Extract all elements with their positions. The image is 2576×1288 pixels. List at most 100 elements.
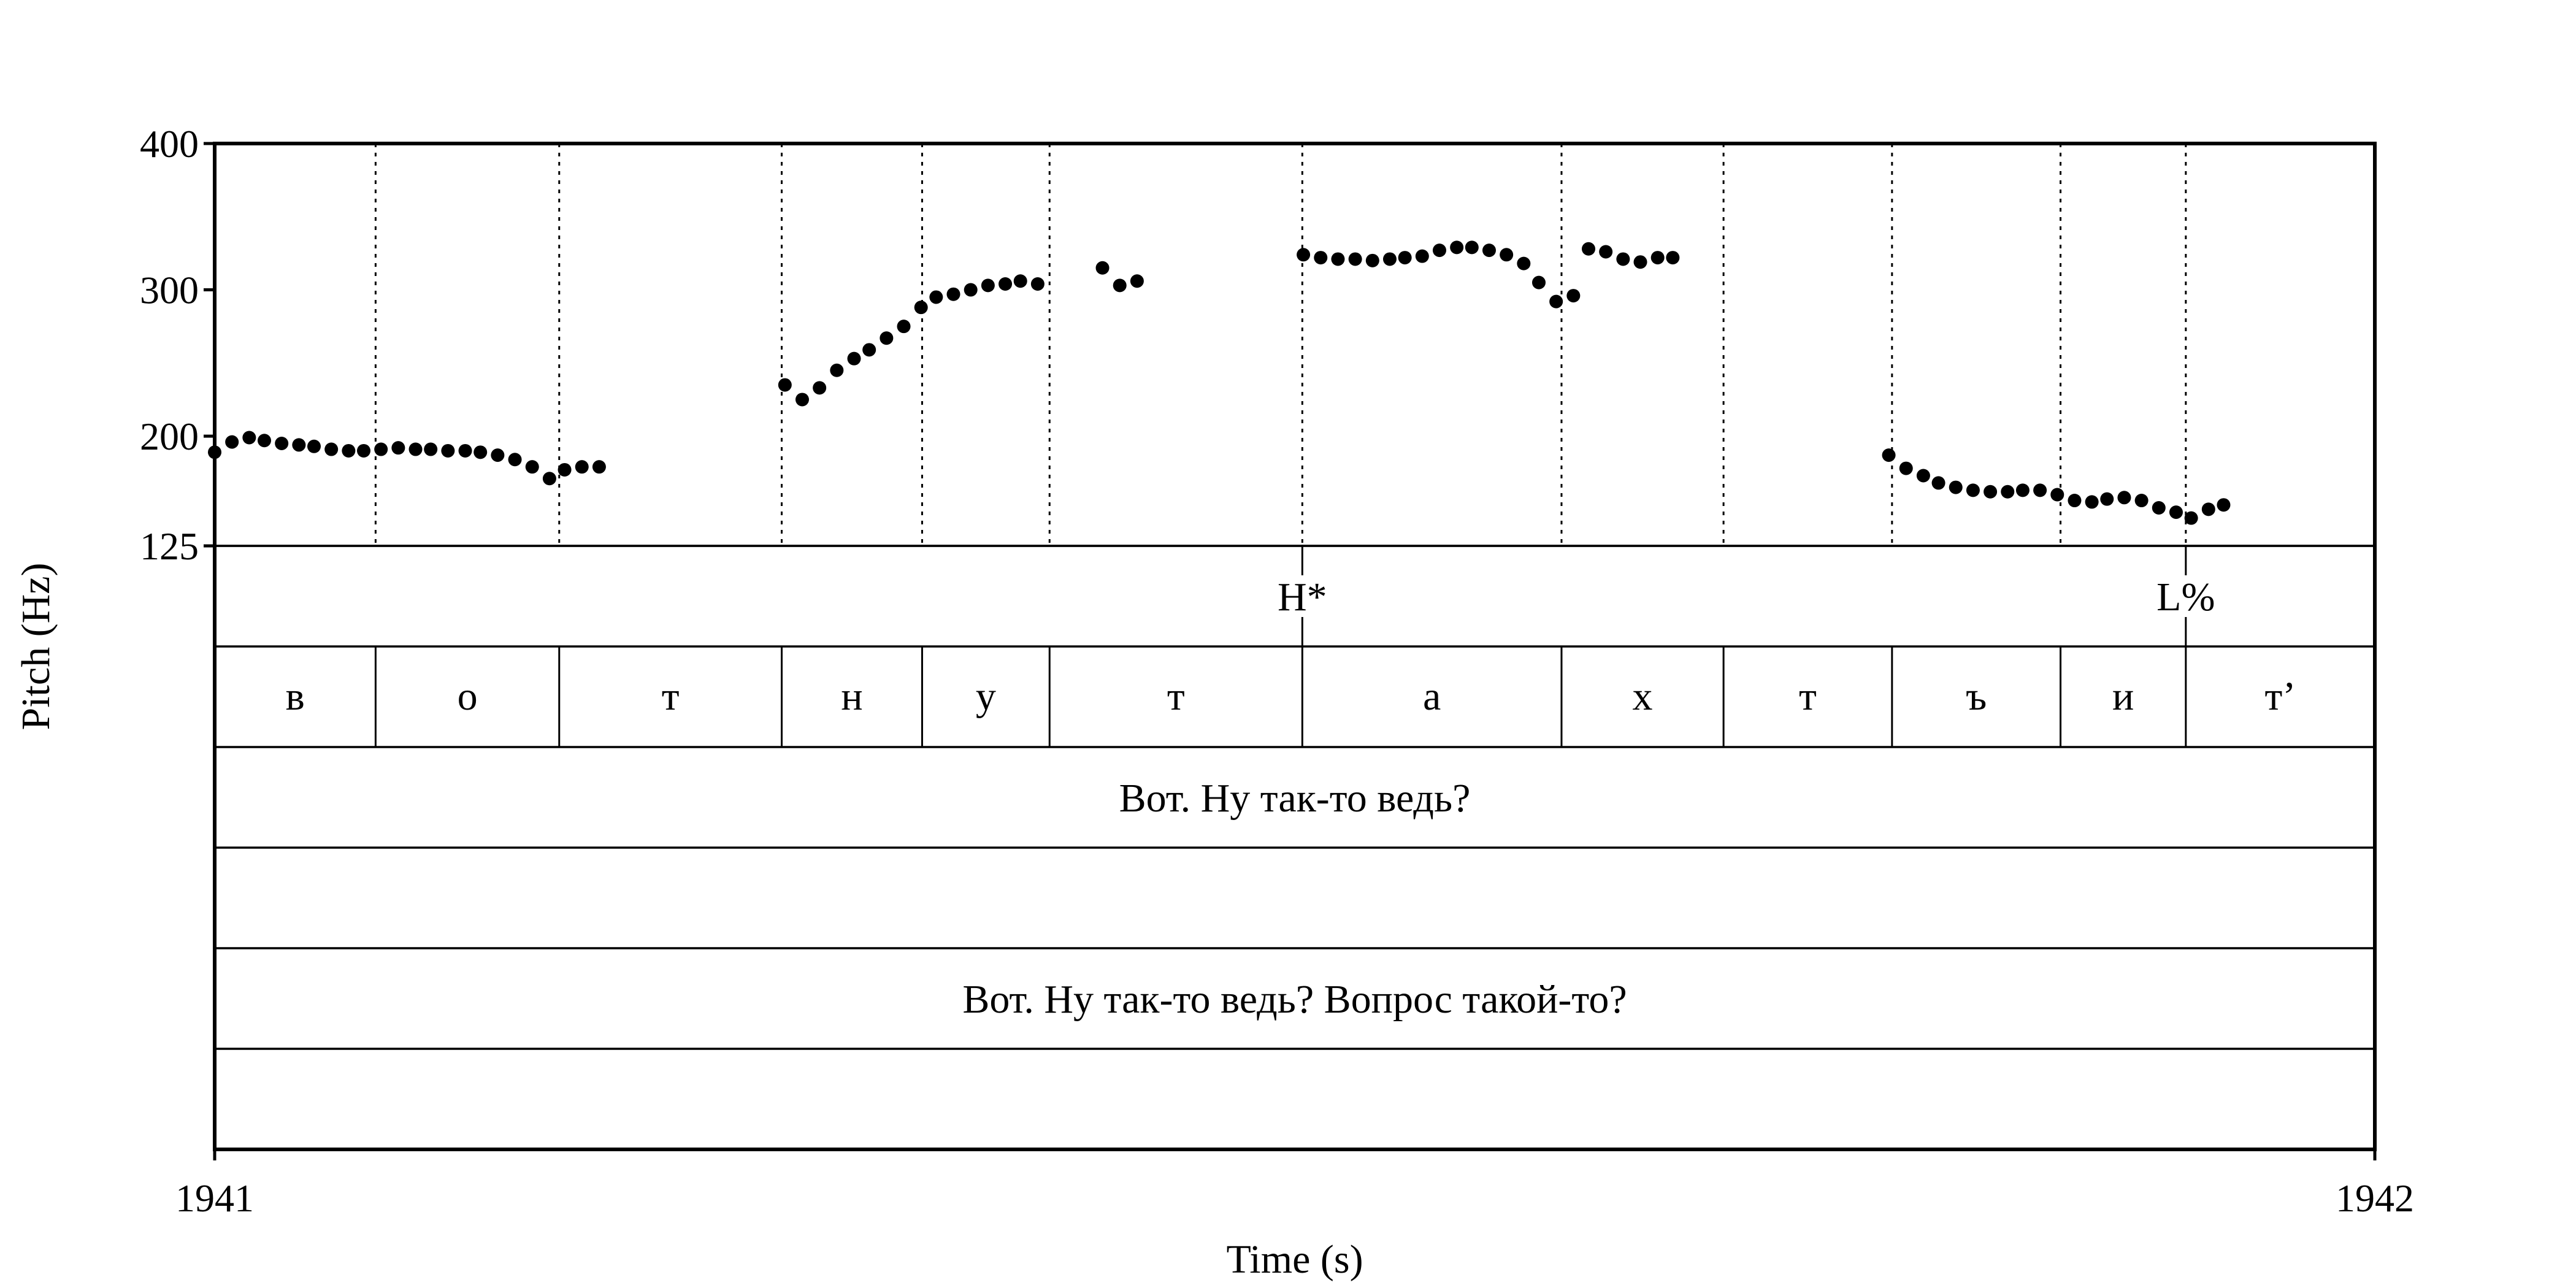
pitch-point	[778, 378, 792, 392]
pitch-point	[1314, 251, 1328, 265]
pitch-point	[1113, 278, 1127, 293]
phone-label: т	[662, 674, 680, 719]
pitch-point	[1517, 256, 1531, 270]
pitch-point	[1966, 483, 1980, 497]
pitch-point	[1013, 274, 1027, 288]
pitch-point	[946, 287, 960, 301]
pitch-point	[2033, 483, 2047, 497]
y-axis-title: Pitch (Hz)	[13, 562, 58, 730]
pitch-point	[2100, 492, 2114, 506]
phone-label: х	[1633, 674, 1653, 719]
pitch-point	[374, 442, 388, 456]
phone-label: ъ	[1966, 674, 1987, 719]
pitch-point	[592, 460, 606, 474]
pitch-point	[1331, 252, 1345, 266]
pitch-point	[813, 381, 827, 395]
pitch-point	[473, 445, 488, 459]
pitch-point	[408, 442, 423, 456]
phone-label: т	[1799, 674, 1817, 719]
tone-label: H*	[1278, 575, 1327, 619]
plot-frame	[213, 142, 2377, 1151]
pitch-point	[1633, 255, 1647, 269]
phone-label: в	[286, 674, 305, 719]
pitch-point	[1130, 274, 1144, 288]
pitch-point	[1415, 249, 1429, 263]
pitch-point	[391, 441, 405, 455]
pitch-point	[2217, 498, 2231, 512]
pitch-point	[258, 434, 272, 448]
pitch-point	[558, 462, 572, 477]
pitch-point	[880, 331, 894, 345]
pitch-point	[897, 320, 911, 334]
pitch-point	[830, 363, 844, 377]
pitch-point	[2068, 494, 2082, 508]
pitch-point	[1549, 294, 1563, 309]
pitch-point	[458, 443, 472, 458]
pitch-point	[1398, 251, 1412, 265]
pitch-point	[964, 283, 978, 297]
utterance-text: Вот. Ну так-то ведь?	[1119, 776, 1471, 821]
pitch-point	[508, 453, 522, 467]
pitch-point	[324, 442, 339, 456]
pitch-point	[225, 435, 239, 449]
phone-label: у	[976, 674, 996, 719]
boundary-guides	[374, 144, 2187, 546]
pitch-point	[1500, 248, 1514, 262]
pitch-point	[1095, 261, 1110, 275]
pitch-point	[862, 343, 876, 357]
pitch-point	[357, 443, 371, 458]
pitch-point	[491, 448, 505, 462]
phone-label: т	[1167, 674, 1185, 719]
pitch-point	[292, 438, 306, 452]
pitch-point	[441, 443, 455, 458]
x-axis: 1941 1942	[175, 1149, 2414, 1220]
pitch-point	[2015, 483, 2030, 497]
x-tick-label-end: 1942	[2336, 1176, 2414, 1220]
pitch-point	[307, 439, 321, 453]
pitch-point	[2134, 494, 2149, 508]
sentence-text: Вот. Ну так-то ведь? Вопрос такой-то?	[962, 977, 1627, 1022]
tone-label: L%	[2156, 575, 2215, 619]
pitch-point	[1450, 240, 1464, 255]
phone-label: т’	[2264, 674, 2296, 719]
x-tick-label-start: 1941	[175, 1176, 254, 1220]
pitch-point	[2201, 502, 2215, 516]
y-tick-label: 300	[140, 269, 199, 312]
pitch-point	[1916, 469, 1930, 483]
pitch-point	[1899, 461, 1913, 475]
pitch-point	[1882, 448, 1896, 462]
pitch-point	[1984, 485, 1998, 499]
pitch-point	[1931, 476, 1945, 490]
y-tick-label: 125	[140, 524, 199, 568]
pitch-point	[1432, 243, 1446, 258]
pitch-point	[1566, 289, 1581, 303]
pitch-point	[1465, 240, 1479, 255]
pitch-point	[1531, 275, 1546, 289]
pitch-point	[1666, 251, 1680, 265]
pitch-point	[342, 443, 356, 458]
phone-label: н	[841, 674, 862, 719]
pitch-point	[2001, 485, 2015, 499]
pitch-point	[2169, 505, 2183, 519]
pitch-point	[525, 460, 539, 474]
pitch-point	[2184, 511, 2198, 525]
pitch-point	[1650, 251, 1665, 265]
pitch-point	[275, 437, 289, 451]
pitch-point	[1599, 245, 1613, 259]
pitch-point	[542, 472, 556, 486]
pitch-point	[1348, 252, 1362, 266]
phone-tier: в о т н у т а х т ъ и т’	[286, 674, 2296, 719]
pitch-point	[795, 393, 809, 407]
x-axis-title: Time (s)	[1226, 1237, 1363, 1282]
pitch-point	[242, 431, 256, 445]
pitch-point	[575, 460, 589, 474]
pitch-point	[1616, 252, 1630, 266]
pitch-point	[1297, 248, 1311, 262]
pitch-point	[1581, 242, 1595, 256]
phone-label: а	[1423, 674, 1441, 719]
pitch-point	[2050, 488, 2064, 502]
pitch-point	[847, 351, 861, 366]
pitch-points	[208, 240, 2231, 525]
pitch-point	[914, 301, 928, 315]
